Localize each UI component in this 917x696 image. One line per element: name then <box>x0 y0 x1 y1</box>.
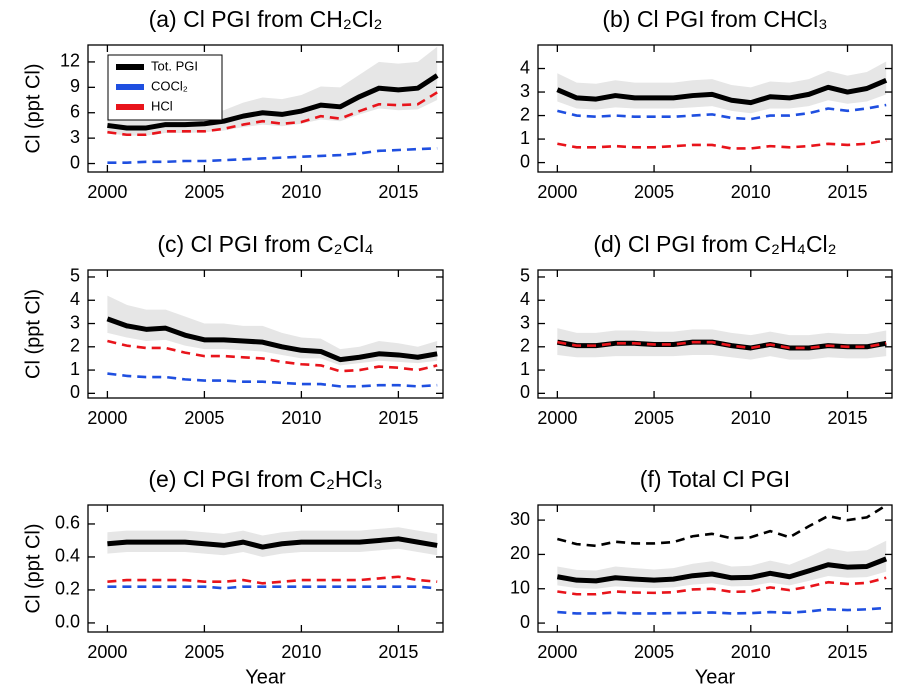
x-tick-label: 2010 <box>281 642 321 662</box>
x-tick-label: 2005 <box>184 408 224 428</box>
series-line <box>107 73 439 131</box>
y-tick-label: 4 <box>520 289 530 309</box>
y-tick-label: 1 <box>520 128 530 148</box>
panel-title: (f) Total Cl PGI <box>640 466 790 492</box>
plot-frame <box>537 44 893 173</box>
y-tick-label: 2 <box>520 336 530 356</box>
x-tick-label: 2000 <box>537 408 577 428</box>
x-tick-label: 2000 <box>87 182 127 202</box>
y-tick-label: 12 <box>60 51 80 71</box>
x-tick-label: 2010 <box>731 182 771 202</box>
x-axis-label: Year <box>695 666 736 688</box>
y-tick-label: 0.4 <box>55 546 80 566</box>
x-tick-label: 2005 <box>634 182 674 202</box>
y-tick-label: 1 <box>520 359 530 379</box>
series-line <box>557 504 887 548</box>
y-tick-label: 6 <box>70 101 80 121</box>
y-tick-label: 3 <box>520 312 530 332</box>
y-tick-label: 0 <box>520 382 530 402</box>
series-line <box>557 340 887 350</box>
uncertainty-band <box>107 295 438 366</box>
legend-label: COCl₂ <box>151 78 188 93</box>
y-tick-label: 0 <box>520 612 530 632</box>
series-line <box>107 536 438 550</box>
series-line <box>107 91 438 137</box>
x-tick-label: 2010 <box>281 408 321 428</box>
series-line <box>557 138 887 150</box>
y-tick-label: 3 <box>70 312 80 332</box>
y-tick-label: 0.0 <box>55 612 80 632</box>
series-line <box>107 146 438 164</box>
y-tick-label: 2 <box>520 104 530 124</box>
legend-label: Tot. PGI <box>151 58 198 73</box>
plot-frame <box>537 504 893 633</box>
x-tick-label: 2015 <box>378 182 418 202</box>
y-tick-label: 2 <box>70 336 80 356</box>
x-tick-label: 2010 <box>731 408 771 428</box>
panel-title: (a) Cl PGI from CH₂Cl₂ <box>149 6 383 32</box>
y-axis-label: Cl (ppt Cl) <box>22 523 44 613</box>
panel-title: (b) Cl PGI from CHCl₃ <box>602 6 827 32</box>
x-tick-label: 2015 <box>827 408 867 428</box>
y-tick-label: 0 <box>520 151 530 171</box>
x-tick-label: 2000 <box>87 642 127 662</box>
plot-frame <box>87 44 444 173</box>
x-tick-label: 2000 <box>537 182 577 202</box>
y-tick-label: 0 <box>70 382 80 402</box>
x-tick-label: 2005 <box>634 408 674 428</box>
series-line <box>556 77 888 106</box>
x-tick-label: 2010 <box>281 182 321 202</box>
y-tick-label: 3 <box>520 81 530 101</box>
x-axis-label: Year <box>245 666 286 688</box>
series-line <box>107 575 438 585</box>
plot-frame <box>87 504 444 633</box>
uncertainty-band <box>107 46 438 136</box>
series-line <box>557 576 887 596</box>
x-tick-label: 2015 <box>378 408 418 428</box>
x-tick-label: 2015 <box>378 642 418 662</box>
y-tick-label: 1 <box>70 359 80 379</box>
y-tick-label: 3 <box>70 127 80 147</box>
series-line <box>107 585 438 590</box>
x-tick-label: 2010 <box>731 642 771 662</box>
series-line <box>557 606 887 615</box>
y-tick-label: 5 <box>70 266 80 286</box>
x-tick-label: 2000 <box>537 642 577 662</box>
series-line <box>106 316 438 363</box>
uncertainty-band <box>107 527 438 557</box>
series-line <box>557 103 887 121</box>
x-tick-label: 2005 <box>634 642 674 662</box>
y-tick-label: 4 <box>520 57 530 77</box>
x-tick-label: 2000 <box>87 408 127 428</box>
panel-title: (e) Cl PGI from C₂HCl₃ <box>148 466 382 492</box>
series-line <box>107 372 438 388</box>
y-axis-label: Cl (ppt Cl) <box>22 289 44 379</box>
y-tick-label: 4 <box>70 289 80 309</box>
plot-frame <box>87 269 444 399</box>
plot-frame <box>537 269 893 399</box>
y-tick-label: 0 <box>70 152 80 172</box>
y-tick-label: 0.6 <box>55 513 80 533</box>
y-tick-label: 10 <box>510 578 530 598</box>
y-tick-label: 9 <box>70 76 80 96</box>
series-line <box>556 556 888 584</box>
series-line <box>107 339 438 373</box>
uncertainty-band <box>557 540 887 589</box>
panel-title: (c) Cl PGI from C₂Cl₄ <box>157 231 373 257</box>
x-tick-label: 2005 <box>184 642 224 662</box>
legend-label: HCl <box>151 98 173 113</box>
x-tick-label: 2015 <box>827 182 867 202</box>
y-tick-label: 0.2 <box>55 579 80 599</box>
y-tick-label: 5 <box>520 266 530 286</box>
panel-title: (d) Cl PGI from C₂H₄Cl₂ <box>593 231 836 257</box>
y-tick-label: 30 <box>510 509 530 529</box>
y-axis-label: Cl (ppt Cl) <box>22 63 44 153</box>
x-tick-label: 2005 <box>184 182 224 202</box>
y-tick-label: 20 <box>510 543 530 563</box>
x-tick-label: 2015 <box>827 642 867 662</box>
